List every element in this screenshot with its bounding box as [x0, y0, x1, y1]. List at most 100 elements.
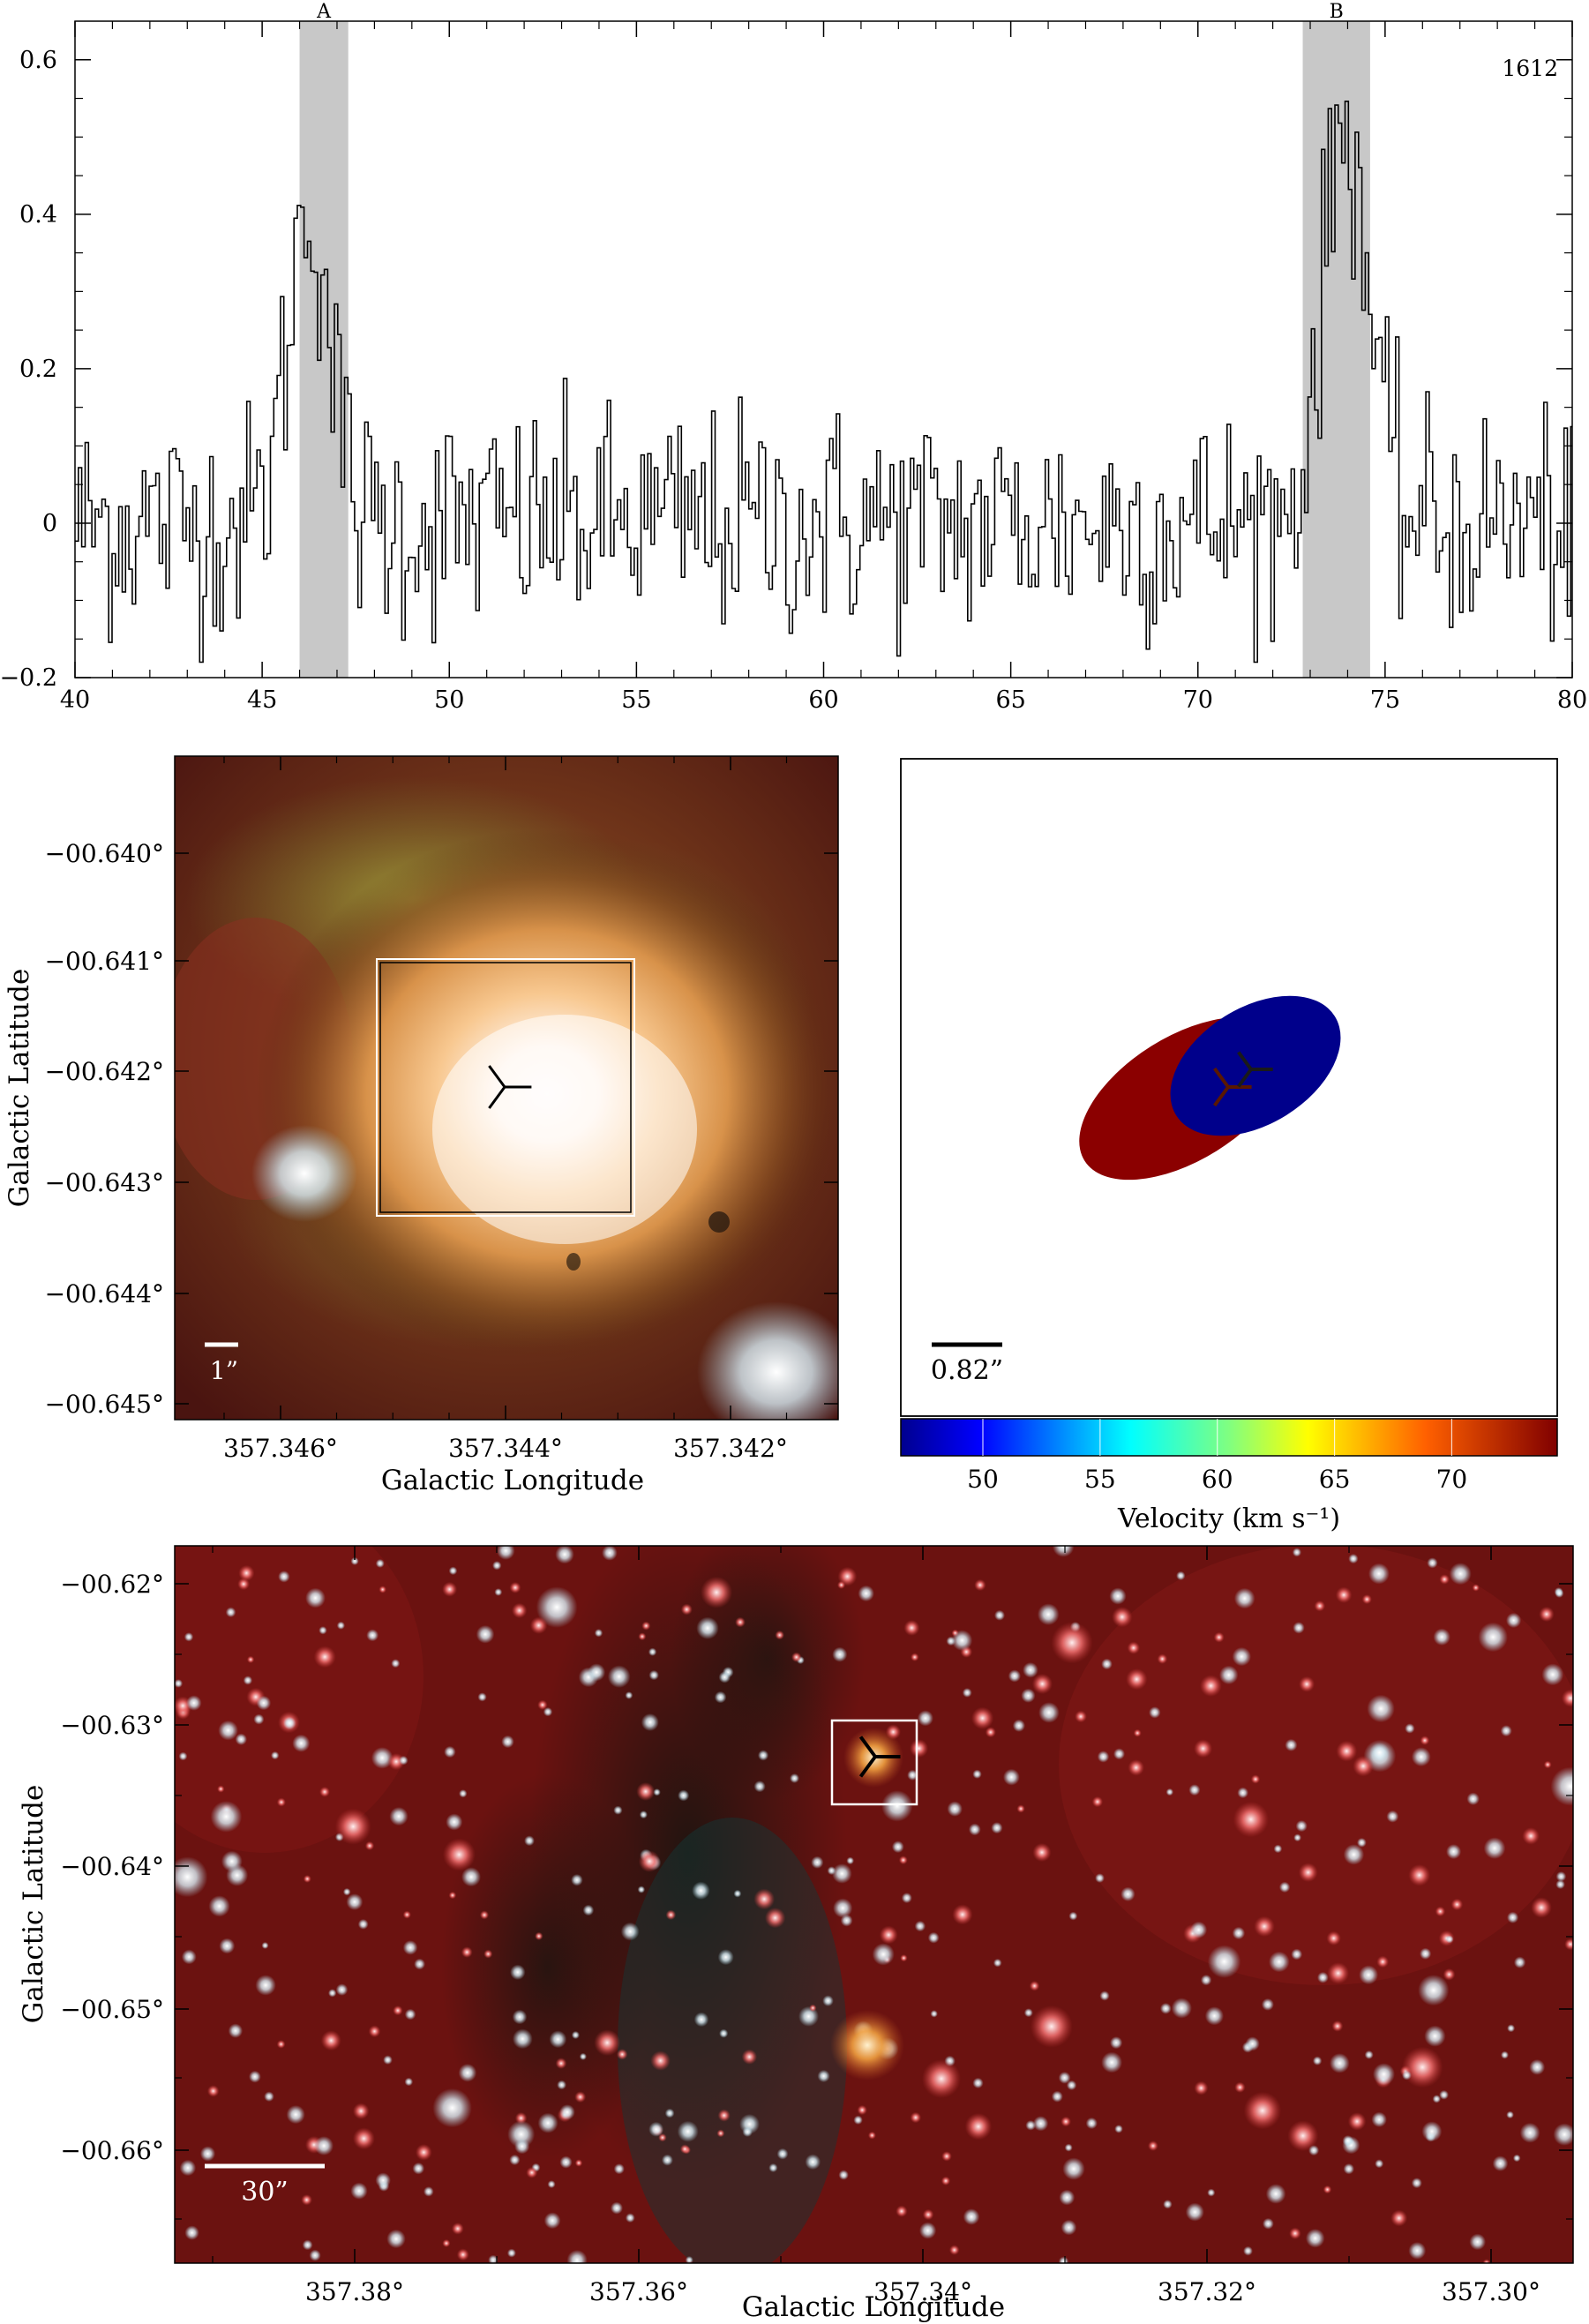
- field-star: [276, 1797, 286, 1807]
- field-star: [1343, 2163, 1355, 2175]
- field-star: [292, 1734, 311, 1752]
- x-tick-label: 60: [808, 686, 838, 714]
- field-star: [947, 1801, 963, 1817]
- colorbar-tick-label: 65: [1319, 1465, 1351, 1494]
- field-star: [549, 2030, 567, 2049]
- field-star: [512, 1602, 528, 1619]
- field-star: [858, 1585, 874, 1602]
- field-star: [555, 2058, 567, 2070]
- field-star: [451, 2223, 464, 2235]
- field-star: [1478, 1622, 1508, 1653]
- x-tick-label: 357.344°: [448, 1434, 563, 1463]
- field-star: [805, 2154, 821, 2170]
- field-star: [1068, 1911, 1078, 1921]
- field-star: [1166, 1788, 1174, 1796]
- field-star: [208, 1895, 230, 1917]
- field-star: [1233, 1801, 1270, 1838]
- field-star: [1449, 1563, 1472, 1586]
- field-star: [1446, 1844, 1462, 1860]
- field-star: [1555, 1588, 1564, 1598]
- field-star: [1492, 2155, 1509, 2171]
- field-star: [1176, 1571, 1186, 1581]
- field-star: [1522, 1827, 1540, 1845]
- field-star: [991, 1822, 1003, 1834]
- field-star: [753, 1780, 766, 1793]
- field-star: [1051, 1622, 1093, 1664]
- field-star: [199, 2146, 216, 2162]
- field-star: [335, 1983, 349, 1996]
- field-star: [526, 2166, 538, 2178]
- field-star: [641, 1621, 651, 1631]
- zoom-y-axis-label: Galactic Latitude: [4, 969, 35, 1208]
- x-tick-label: 357.32°: [1158, 2277, 1256, 2306]
- field-star: [423, 2186, 434, 2197]
- field-star: [1323, 2185, 1332, 2194]
- colorbar: [900, 1418, 1558, 1457]
- field-star: [352, 2127, 375, 2150]
- field-star: [1506, 1612, 1522, 1629]
- field-star: [840, 1914, 853, 1927]
- field-star: [1364, 2050, 1374, 2059]
- field-star: [914, 1920, 926, 1932]
- field-star: [1085, 2117, 1098, 2130]
- field-star: [891, 1840, 904, 1854]
- field-star: [507, 2120, 536, 2148]
- field-star: [302, 2239, 313, 2251]
- field-star: [1371, 2111, 1387, 2127]
- field-star: [1519, 2122, 1540, 2143]
- field-star: [911, 1653, 919, 1661]
- field-star: [1512, 2154, 1521, 2163]
- field-star: [1443, 1968, 1456, 1981]
- wide-y-ticks: −00.62° −00.63° −00.64° −00.65° −00.66°: [60, 1570, 1573, 2220]
- y-tick-label: 0.2: [19, 356, 57, 383]
- field-star: [1066, 2080, 1077, 2091]
- wide-scale-label: 30”: [241, 2177, 289, 2208]
- field-star: [1233, 1587, 1255, 1609]
- field-star: [1021, 1688, 1036, 1703]
- field-star: [1357, 1838, 1367, 1848]
- field-star: [319, 1786, 330, 1797]
- field-star: [1032, 1842, 1052, 1863]
- x-tick-label: 80: [1557, 686, 1587, 714]
- field-star: [1353, 1755, 1374, 1777]
- star-arm: [488, 1086, 506, 1109]
- x-tick-label: 357.34°: [873, 2277, 972, 2306]
- field-star: [1061, 2116, 1071, 2127]
- field-star: [218, 1720, 238, 1741]
- field-star: [246, 1655, 255, 1664]
- field-star: [184, 1632, 194, 1642]
- field-star: [459, 1789, 468, 1798]
- field-star: [1008, 1669, 1021, 1683]
- field-star: [648, 1669, 659, 1681]
- field-star: [1190, 1921, 1208, 1938]
- field-star: [1245, 2036, 1260, 2051]
- y-tick-label: −00.641°: [45, 947, 164, 976]
- field-star: [261, 1942, 269, 1949]
- field-star: [1411, 1747, 1431, 1767]
- field-star: [1390, 2209, 1408, 2227]
- field-star: [665, 1909, 677, 1921]
- field-star: [206, 2085, 220, 2097]
- field-star: [594, 2029, 621, 2057]
- field-star: [1445, 1935, 1454, 1944]
- wide-three-pointed-star-marker: [858, 1736, 901, 1778]
- field-star: [1099, 1990, 1110, 2001]
- field-star: [1501, 2050, 1509, 2059]
- y-tick-label: −00.66°: [60, 2136, 164, 2165]
- field-star: [249, 2070, 261, 2083]
- field-star: [952, 1904, 973, 1925]
- band-label-A: A: [316, 1, 332, 23]
- y-tick-label: −00.643°: [45, 1168, 164, 1197]
- field-star: [537, 2112, 558, 2133]
- field-star: [693, 2012, 709, 2028]
- field-star: [648, 2121, 664, 2137]
- field-star: [717, 1949, 734, 1966]
- field-star: [857, 2104, 867, 2116]
- field-star: [238, 1564, 255, 1581]
- field-star: [1012, 1719, 1025, 1732]
- field-star: [638, 1850, 661, 1872]
- field-star: [930, 2010, 938, 2018]
- field-star: [1343, 1844, 1365, 1865]
- field-star: [661, 2154, 673, 2166]
